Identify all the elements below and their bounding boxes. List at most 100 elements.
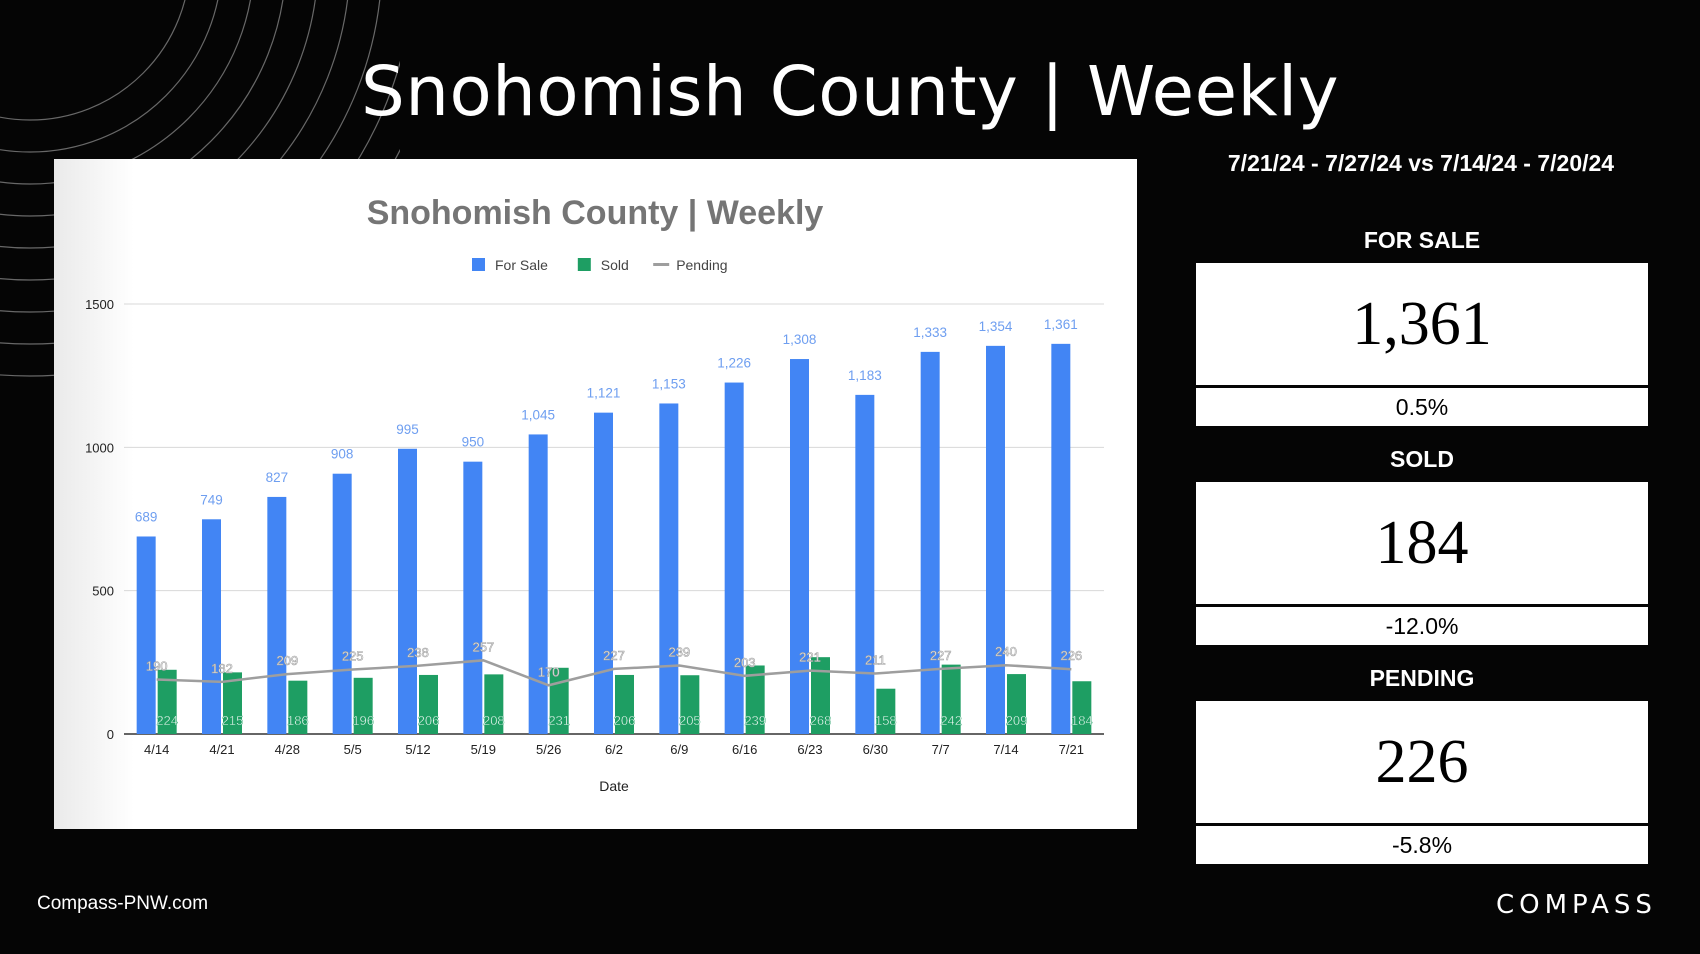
bar-sold: [353, 677, 373, 734]
pending-label: PENDING: [1369, 665, 1475, 691]
label-pending: 225: [342, 649, 364, 664]
footer-brand: COMPASS: [1496, 890, 1657, 920]
label-for-sale: 1,153: [652, 376, 686, 391]
label-sold: 196: [352, 713, 374, 728]
label-sold: 268: [810, 713, 832, 728]
label-pending: 211: [865, 653, 886, 668]
label-pending: 190: [146, 659, 168, 674]
label-pending: 240: [995, 644, 1017, 659]
pending-change: -5.8%: [1196, 826, 1648, 864]
decorative-arc: [0, 0, 186, 121]
bar-sold: [223, 672, 242, 734]
bar-sold: [1007, 674, 1026, 734]
bar-for-sale: [594, 412, 613, 734]
label-for-sale: 827: [266, 470, 289, 485]
bar-for-sale: [528, 434, 548, 734]
weekly-chart: Snohomish County | Weekly For Sale Sold Pen…: [85, 194, 1104, 794]
bar-for-sale: [724, 382, 744, 734]
label-for-sale: 1,308: [783, 332, 817, 347]
page-title: Snohomish County | Weekly: [360, 52, 1340, 132]
x-tick-label: 6/23: [797, 742, 822, 757]
label-for-sale: 1,183: [848, 368, 882, 383]
bar-sold: [876, 688, 896, 734]
label-pending: 227: [930, 648, 952, 663]
bar-sold: [1072, 681, 1092, 734]
label-for-sale: 995: [396, 422, 419, 437]
bar-sold: [811, 657, 830, 734]
chart-title: Snohomish County | Weekly: [367, 194, 824, 232]
x-tick-label: 6/9: [670, 742, 688, 757]
decorative-arc: [0, 60, 400, 345]
x-tick-label: 5/26: [536, 742, 561, 757]
y-tick-label: 0: [107, 727, 114, 742]
label-for-sale: 1,333: [913, 325, 947, 340]
decorative-arc: [0, 0, 349, 281]
x-tick-label: 6/16: [732, 742, 757, 757]
bar-sold: [419, 674, 438, 734]
label-sold: 206: [418, 713, 440, 728]
label-pending: 239: [668, 644, 690, 659]
x-tick-label: 4/28: [275, 742, 300, 757]
bar-for-sale: [1051, 343, 1071, 734]
x-tick-label: 6/2: [605, 742, 623, 757]
label-sold: 239: [744, 713, 766, 728]
decorative-arc: [0, 0, 251, 185]
legend-label-0: For Sale: [495, 257, 548, 273]
decorative-arc: [0, 0, 284, 217]
label-pending: 170: [538, 664, 560, 679]
bar-for-sale: [986, 345, 1005, 734]
label-sold: 206: [614, 713, 636, 728]
decorative-arc: [0, 148, 400, 377]
label-sold: 231: [548, 713, 570, 728]
label-sold: 209: [1006, 713, 1028, 728]
bar-for-sale: [920, 351, 940, 734]
x-tick-label: 7/14: [993, 742, 1018, 757]
x-tick-label: 5/19: [471, 742, 496, 757]
x-tick-label: 4/21: [209, 742, 234, 757]
label-for-sale: 1,354: [979, 319, 1013, 334]
label-for-sale: 1,121: [587, 386, 621, 401]
label-pending: 238: [407, 645, 429, 660]
legend-label-1: Sold: [601, 257, 629, 273]
bar-for-sale: [855, 394, 875, 734]
label-pending: 203: [734, 655, 756, 670]
bar-for-sale: [202, 519, 221, 734]
footer-site: Compass-PNW.com: [37, 893, 209, 914]
label-pending: 209: [276, 653, 298, 668]
bar-for-sale: [398, 448, 417, 734]
legend-swatch-0: [472, 258, 485, 271]
bar-sold: [680, 675, 700, 734]
for-sale-label: FOR SALE: [1363, 227, 1481, 253]
bar-sold: [615, 674, 634, 734]
legend-label-2: Pending: [676, 257, 727, 273]
bar-for-sale: [267, 496, 287, 734]
label-sold: 186: [287, 713, 309, 728]
label-pending: 221: [799, 650, 821, 665]
label-sold: 242: [940, 713, 962, 728]
decorative-arc: [0, 0, 316, 249]
label-pending: 257: [472, 639, 494, 654]
x-tick-label: 4/14: [144, 742, 169, 757]
label-sold: 184: [1071, 713, 1093, 728]
label-for-sale: 950: [462, 435, 485, 450]
bar-for-sale: [463, 461, 483, 734]
bar-sold: [288, 680, 308, 734]
y-tick-label: 1000: [85, 440, 114, 455]
chart-panel: Snohomish County | Weekly For Sale Sold Pen…: [54, 159, 1137, 829]
label-for-sale: 1,226: [717, 356, 751, 371]
chart-legend: For Sale Sold Pending: [472, 257, 728, 273]
legend-swatch-2: [653, 263, 670, 266]
for-sale-change: 0.5%: [1196, 388, 1648, 426]
label-pending: 226: [1060, 648, 1082, 663]
label-sold: 158: [875, 713, 897, 728]
pending-value: 226: [1196, 701, 1648, 823]
y-tick-label: 1500: [85, 297, 114, 312]
label-for-sale: 689: [135, 509, 158, 524]
sold-value: 184: [1196, 482, 1648, 604]
x-tick-label: 5/12: [405, 742, 430, 757]
legend-swatch-1: [577, 258, 591, 271]
label-for-sale: 749: [200, 492, 223, 507]
x-tick-label: 6/30: [863, 742, 888, 757]
decorative-arc: [0, 0, 381, 313]
x-axis-label: Date: [599, 778, 629, 794]
